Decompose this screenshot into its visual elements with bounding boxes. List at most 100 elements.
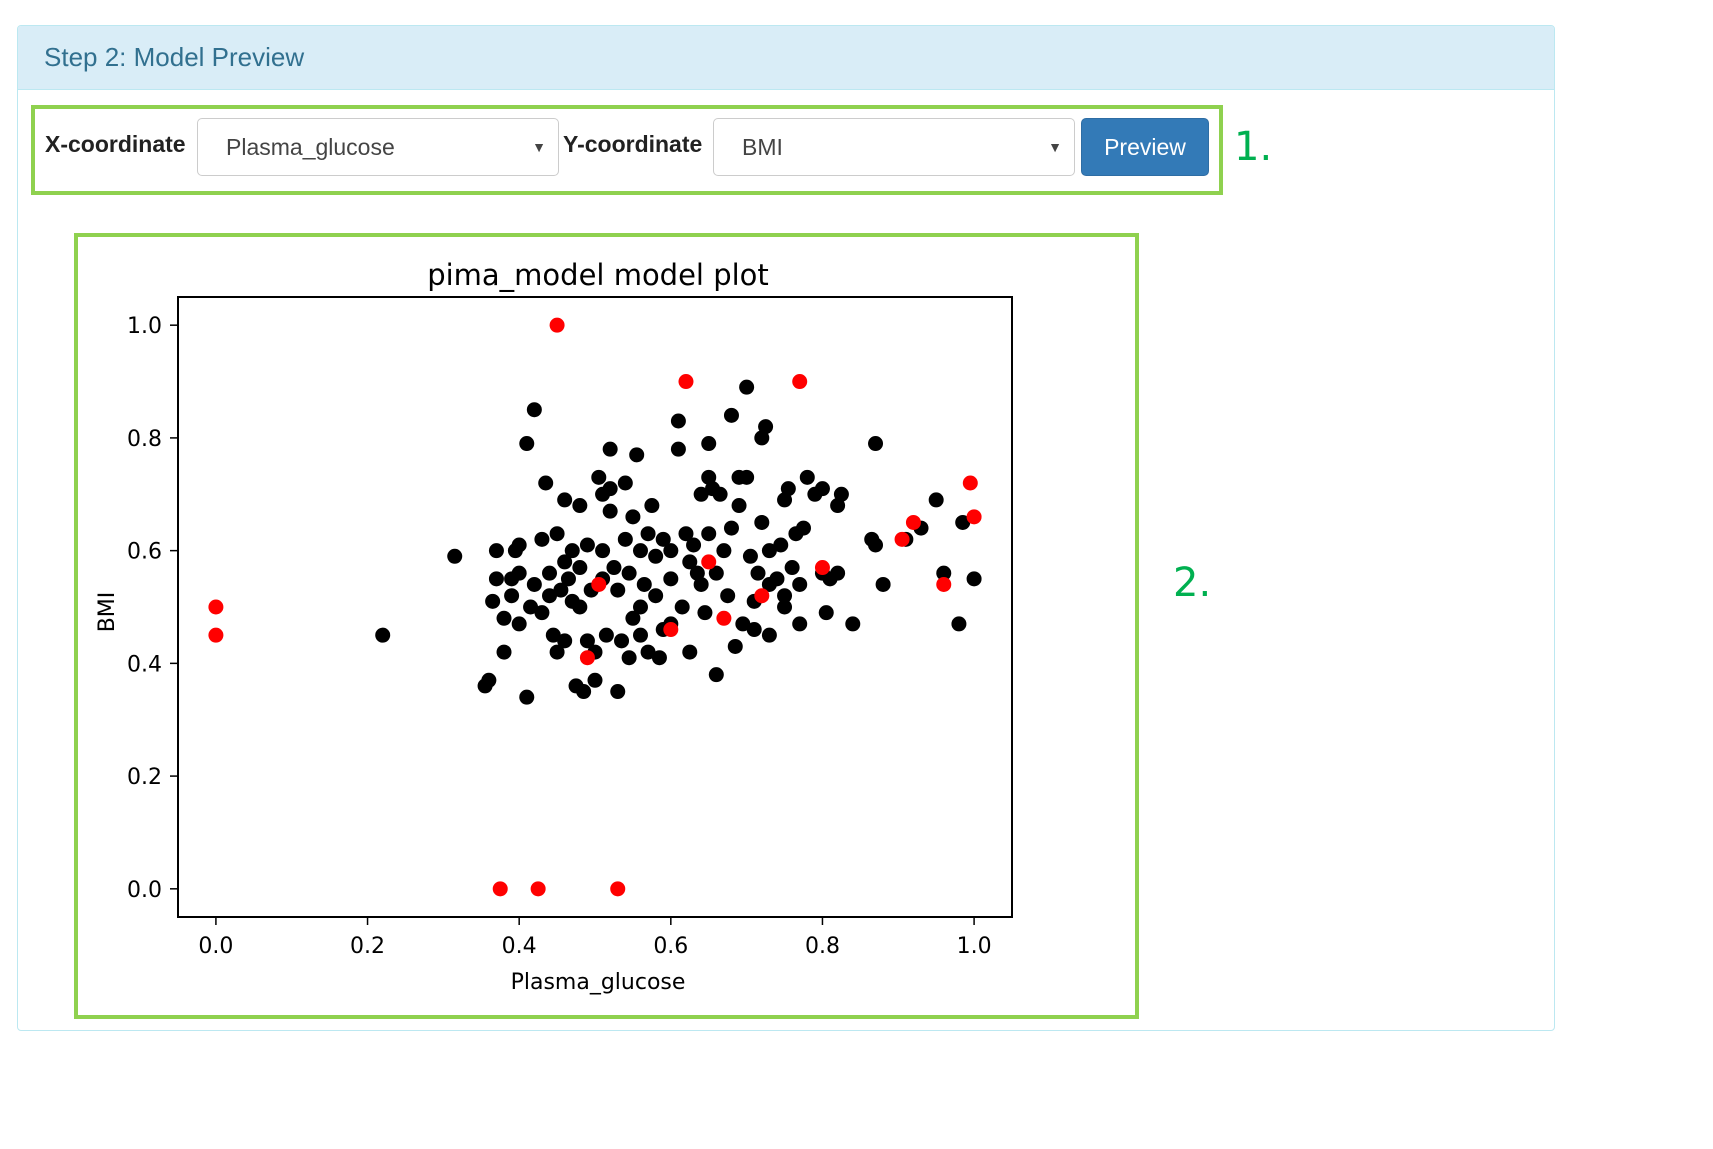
- data-point-black: [723, 407, 739, 423]
- data-point-black: [625, 610, 641, 626]
- data-point-black: [651, 650, 667, 666]
- data-point-black: [655, 531, 671, 547]
- data-point-black: [739, 379, 755, 395]
- y-coordinate-select[interactable]: BMI ▼: [713, 118, 1075, 176]
- data-point-black: [754, 514, 770, 530]
- scatter-chart: pima_model model plot Plasma_glucose BMI…: [95, 258, 1013, 995]
- data-point-red: [530, 881, 546, 897]
- data-point-red: [716, 610, 732, 626]
- data-point-red: [591, 576, 607, 592]
- data-point-black: [621, 565, 637, 581]
- y-tick-label: 0.4: [127, 652, 162, 677]
- data-point-black: [542, 565, 558, 581]
- data-point-black: [602, 441, 618, 457]
- x-tick-label: 1.0: [957, 934, 992, 959]
- data-point-red: [208, 599, 224, 615]
- data-point-black: [966, 571, 982, 587]
- data-point-black: [814, 481, 830, 497]
- data-point-black: [777, 492, 793, 508]
- data-point-black: [663, 571, 679, 587]
- data-point-black: [792, 616, 808, 632]
- coordinate-controls: X-coordinate Plasma_glucose ▼ Y-coordina…: [31, 105, 1223, 195]
- data-point-black: [587, 672, 603, 688]
- data-point-black: [792, 576, 808, 592]
- x-coordinate-label: X-coordinate: [45, 131, 186, 157]
- data-point-black: [496, 644, 512, 660]
- data-point-black: [868, 537, 884, 553]
- preview-button[interactable]: Preview: [1081, 118, 1209, 176]
- data-point-black: [519, 436, 535, 452]
- data-point-black: [693, 576, 709, 592]
- data-point-black: [576, 684, 592, 700]
- model-plot-frame: pima_model model plot Plasma_glucose BMI…: [74, 233, 1139, 1019]
- caret-down-icon: ▼: [1048, 139, 1062, 155]
- data-point-black: [523, 599, 539, 615]
- data-point-black: [830, 498, 846, 514]
- data-point-red: [894, 531, 910, 547]
- data-point-black: [632, 543, 648, 559]
- y-tick-label: 0.0: [127, 878, 162, 903]
- y-tick-label: 0.6: [127, 540, 162, 565]
- y-tick-label: 1.0: [127, 314, 162, 339]
- data-point-black: [777, 588, 793, 604]
- data-point-black: [504, 588, 520, 604]
- data-point-black: [488, 543, 504, 559]
- data-point-black: [689, 565, 705, 581]
- data-point-black: [579, 633, 595, 649]
- data-point-black: [708, 565, 724, 581]
- data-point-black: [553, 582, 569, 598]
- data-point-red: [792, 374, 808, 390]
- panel-heading: Step 2: Model Preview: [18, 26, 1554, 90]
- caret-down-icon: ▼: [532, 139, 546, 155]
- data-point-black: [746, 622, 762, 638]
- data-point-red: [754, 588, 770, 604]
- data-point-black: [693, 486, 709, 502]
- data-point-black: [644, 498, 660, 514]
- data-point-black: [375, 627, 391, 643]
- data-point-black: [701, 469, 717, 485]
- data-point-black: [769, 571, 785, 587]
- data-point-black: [936, 565, 952, 581]
- data-point-black: [447, 548, 463, 564]
- data-point-black: [511, 565, 527, 581]
- data-point-black: [640, 526, 656, 542]
- data-point-black: [845, 616, 861, 632]
- data-point-red: [814, 560, 830, 576]
- data-point-red: [663, 622, 679, 638]
- data-point-black: [761, 543, 777, 559]
- data-point-black: [614, 633, 630, 649]
- x-tick-label: 0.4: [502, 934, 537, 959]
- data-point-black: [549, 526, 565, 542]
- data-point-black: [629, 447, 645, 463]
- data-point-black: [951, 616, 967, 632]
- data-point-black: [542, 588, 558, 604]
- data-point-red: [208, 627, 224, 643]
- data-point-black: [686, 537, 702, 553]
- data-point-red: [610, 881, 626, 897]
- data-point-black: [777, 599, 793, 615]
- data-point-black: [670, 413, 686, 429]
- data-point-black: [595, 543, 611, 559]
- data-point-black: [868, 436, 884, 452]
- data-point-black: [545, 627, 561, 643]
- data-point-black: [712, 486, 728, 502]
- data-point-black: [708, 667, 724, 683]
- chart-title: pima_model model plot: [427, 258, 769, 292]
- data-point-black: [648, 588, 664, 604]
- data-point-black: [716, 543, 732, 559]
- data-point-red: [549, 317, 565, 333]
- data-point-black: [557, 492, 573, 508]
- data-point-red: [701, 554, 717, 570]
- x-coordinate-value: Plasma_glucose: [226, 133, 395, 160]
- data-point-black: [674, 599, 690, 615]
- data-point-black: [602, 503, 618, 519]
- y-axis-label: BMI: [95, 592, 120, 633]
- data-point-black: [610, 684, 626, 700]
- data-point-black: [496, 610, 512, 626]
- data-point-black: [955, 514, 971, 530]
- x-coordinate-select[interactable]: Plasma_glucose ▼: [197, 118, 559, 176]
- data-point-black: [572, 498, 588, 514]
- x-tick-label: 0.2: [350, 934, 385, 959]
- data-point-red: [579, 650, 595, 666]
- data-point-black: [526, 576, 542, 592]
